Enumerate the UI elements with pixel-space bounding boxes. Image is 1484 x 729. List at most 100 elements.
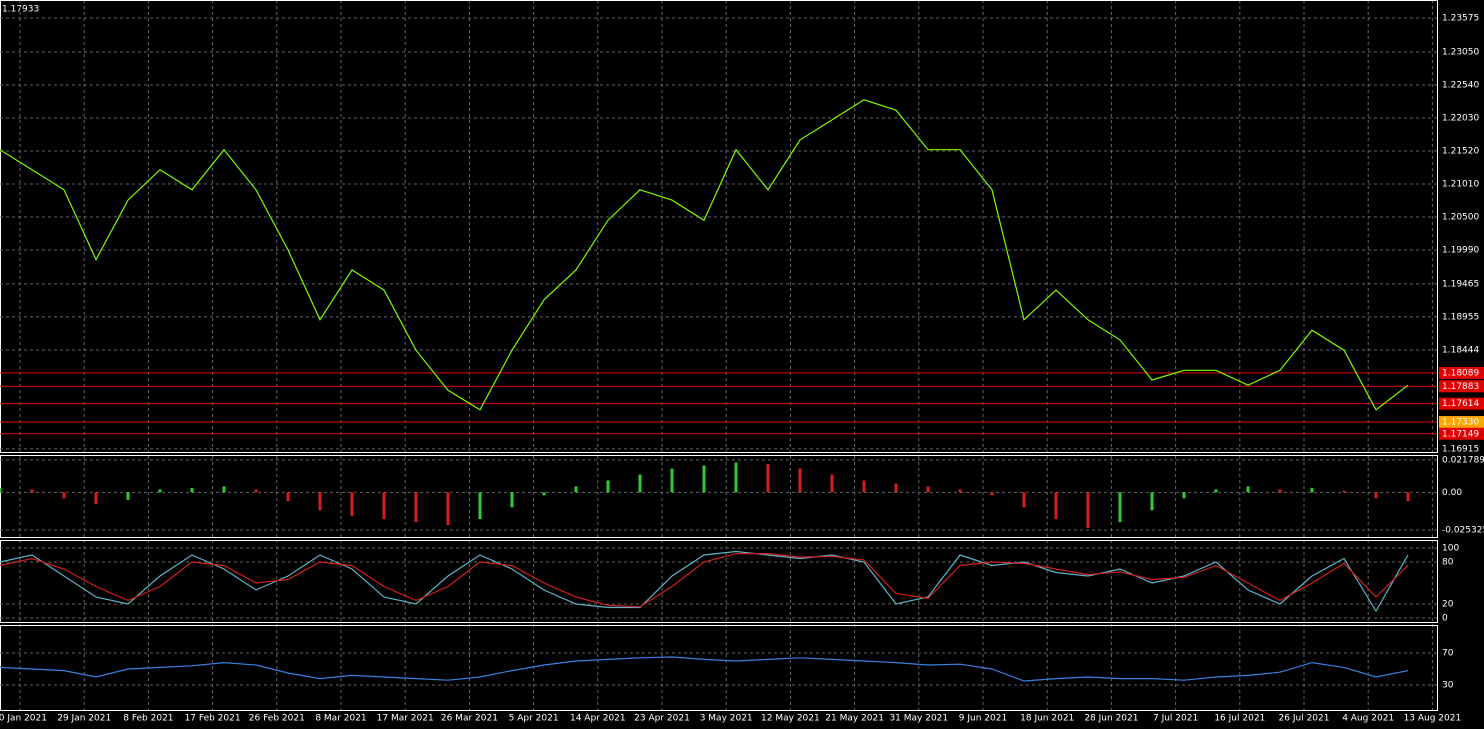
- panel-frame: [0, 455, 1438, 538]
- histogram-bar: [1086, 492, 1090, 529]
- y-tick-label: 1.22030: [1442, 113, 1479, 123]
- x-tick-label: 4 Aug 2021: [1342, 714, 1394, 724]
- y-tick-label: 1.21520: [1442, 146, 1479, 156]
- histogram-bar: [1022, 492, 1026, 508]
- y-tick-label: 1.20500: [1442, 212, 1479, 222]
- histogram-bar: [1054, 492, 1058, 520]
- x-tick-label: 18 Jun 2021: [1020, 714, 1074, 724]
- y-tick-label: 100: [1442, 543, 1459, 553]
- x-tick-label: 26 Mar 2021: [441, 714, 498, 724]
- histogram-bar: [958, 489, 962, 493]
- x-tick-label: 28 Jun 2021: [1084, 714, 1138, 724]
- y-tick-label: 1.19990: [1442, 245, 1479, 255]
- histogram-bar: [670, 468, 674, 493]
- x-tick-label: 29 Jan 2021: [57, 714, 111, 724]
- x-tick-label: 8 Feb 2021: [123, 714, 173, 724]
- y-tick-label: 1.23575: [1442, 13, 1479, 23]
- y-tick-label: 1.18444: [1442, 345, 1479, 355]
- series-line: [0, 656, 1409, 682]
- level-label: 1.17149: [1442, 429, 1479, 439]
- histogram-bar: [1342, 490, 1346, 493]
- histogram-bar: [1278, 489, 1282, 493]
- x-tick-label: 8 Mar 2021: [315, 714, 366, 724]
- histogram-bar: [638, 474, 642, 493]
- y-tick-label: 1.21010: [1442, 179, 1479, 189]
- level-label: 1.17614: [1442, 399, 1479, 409]
- series-line: [0, 553, 1409, 608]
- x-tick-label: 13 Aug 2021: [1404, 714, 1462, 724]
- histogram-bar: [510, 492, 514, 508]
- y-tick-label: 20: [1442, 600, 1454, 610]
- x-tick-label: 21 May 2021: [825, 714, 884, 724]
- series-line: [0, 99, 1409, 411]
- panel-frame: [0, 0, 1438, 453]
- histogram-bar: [702, 465, 706, 493]
- histogram-bar: [1182, 492, 1186, 499]
- x-tick-label: 17 Feb 2021: [185, 714, 241, 724]
- histogram-bar: [190, 487, 194, 493]
- histogram-bar: [286, 492, 290, 502]
- level-label: 1.17330: [1442, 418, 1479, 428]
- histogram-bar: [734, 462, 738, 493]
- histogram-bar: [1150, 492, 1154, 511]
- histogram-bar: [478, 492, 482, 520]
- histogram-bar: [1214, 489, 1218, 493]
- y-tick-label: 1.22540: [1442, 80, 1479, 90]
- level-label: 1.18089: [1442, 368, 1479, 378]
- x-tick-label: 26 Jul 2021: [1279, 714, 1330, 724]
- histogram-bar: [126, 492, 130, 500]
- level-tag: [1439, 427, 1484, 440]
- level-tag: [1439, 366, 1484, 379]
- x-tick-label: 26 Feb 2021: [249, 714, 305, 724]
- histogram-bar: [382, 492, 386, 520]
- y-tick-label: 1.23050: [1442, 47, 1479, 57]
- y-tick-label: 1.18955: [1442, 312, 1479, 322]
- x-tick-label: 17 Mar 2021: [377, 714, 434, 724]
- histogram-bar: [1118, 492, 1122, 523]
- level-label: 1.17883: [1442, 382, 1479, 392]
- histogram-bar: [1246, 486, 1250, 493]
- x-tick-label: 20 Jan 2021: [0, 714, 47, 724]
- histogram-bar: [862, 480, 866, 493]
- histogram-bar: [926, 486, 930, 493]
- histogram-bar: [62, 492, 66, 499]
- x-tick-label: 7 Jul 2021: [1153, 714, 1198, 724]
- histogram-bar: [990, 492, 994, 496]
- histogram-bar: [318, 492, 322, 511]
- panel-frame: [0, 540, 1438, 623]
- histogram-bar: [542, 492, 546, 496]
- histogram-bar: [254, 489, 258, 493]
- histogram-bar: [350, 492, 354, 517]
- histogram-bar: [1310, 487, 1314, 493]
- histogram-bar: [158, 489, 162, 493]
- histogram-bar: [0, 487, 2, 493]
- y-tick-label: -0.025325: [1442, 526, 1484, 536]
- x-tick-label: 9 Jun 2021: [959, 714, 1007, 724]
- histogram-bar: [1374, 492, 1378, 499]
- x-tick-label: 31 May 2021: [889, 714, 948, 724]
- x-tick-label: 23 Apr 2021: [634, 714, 690, 724]
- level-tag: [1439, 380, 1484, 393]
- histogram-bar: [222, 486, 226, 493]
- x-tick-label: 14 Apr 2021: [570, 714, 626, 724]
- level-tag: [1439, 416, 1484, 429]
- histogram-bar: [574, 486, 578, 493]
- y-tick-label: 1.19465: [1442, 279, 1479, 289]
- x-tick-label: 12 May 2021: [761, 714, 820, 724]
- histogram-bar: [30, 489, 34, 493]
- histogram-bar: [766, 464, 770, 493]
- x-tick-label: 5 Apr 2021: [509, 714, 559, 724]
- y-tick-label: 0.00: [1442, 488, 1462, 498]
- histogram-bar: [894, 483, 898, 493]
- x-tick-label: 16 Jul 2021: [1214, 714, 1265, 724]
- histogram-bar: [798, 468, 802, 493]
- histogram-bar: [414, 492, 418, 523]
- level-tag: [1439, 397, 1484, 410]
- y-tick-label: 70: [1442, 649, 1454, 659]
- x-tick-label: 3 May 2021: [700, 714, 753, 724]
- y-tick-label: 0.021789: [1442, 455, 1484, 465]
- y-tick-label: 0: [1442, 614, 1448, 624]
